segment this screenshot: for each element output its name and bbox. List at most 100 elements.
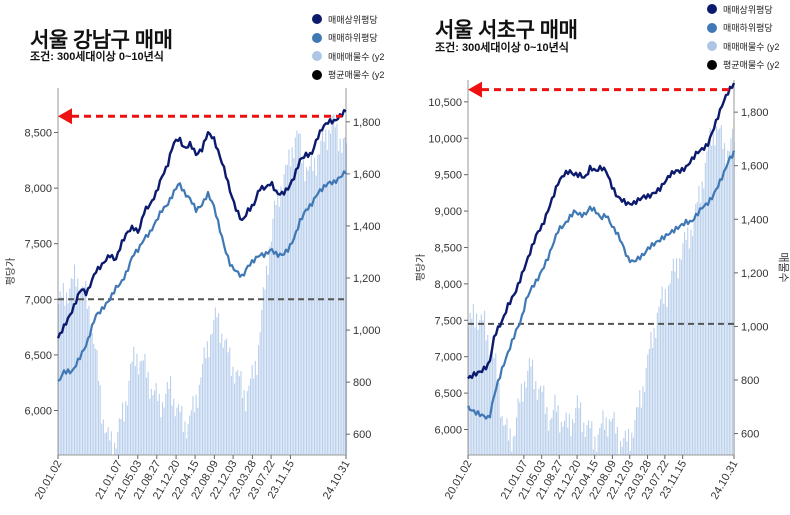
listing-count-bar bbox=[637, 407, 639, 455]
listing-count-bar bbox=[102, 419, 104, 455]
listing-count-bar bbox=[663, 303, 665, 455]
listing-count-bar bbox=[147, 371, 149, 455]
chart-panel-seocho: 서울 서초구 매매 조건: 300세대이상 0~10년식 매매상위평당 매매하위… bbox=[395, 0, 790, 515]
listing-count-bar bbox=[640, 407, 642, 455]
legend-item-average[interactable]: 평균매물수 (y2 bbox=[707, 56, 779, 75]
listing-count-bar bbox=[732, 128, 734, 455]
listing-count-bar bbox=[560, 421, 562, 455]
listing-count-bar bbox=[304, 181, 306, 456]
legend-item-upper[interactable]: 매매상위평당 bbox=[707, 0, 779, 19]
listing-count-bar bbox=[500, 417, 502, 455]
y-tick-label: 10,500 bbox=[428, 97, 462, 109]
legend-dot-icon bbox=[312, 14, 322, 25]
listing-count-bar bbox=[472, 304, 474, 455]
listing-count-bar bbox=[290, 166, 292, 455]
listing-count-bar bbox=[480, 314, 482, 455]
listing-count-bar bbox=[477, 329, 479, 455]
listing-count-bar bbox=[709, 127, 711, 456]
listing-count-bar bbox=[67, 303, 69, 455]
listing-count-bar bbox=[202, 364, 204, 455]
listing-count-bar bbox=[496, 382, 498, 455]
y2-tick-label: 1,200 bbox=[741, 268, 769, 280]
legend-dot-icon bbox=[707, 41, 717, 52]
listing-count-bar bbox=[280, 186, 282, 455]
listing-count-bar bbox=[253, 378, 255, 455]
listing-count-bar bbox=[250, 378, 252, 455]
legend-item-listings[interactable]: 매매매물수 (y2 bbox=[312, 47, 384, 66]
legend-item-listings[interactable]: 매매매물수 (y2 bbox=[707, 37, 779, 56]
listing-count-bar bbox=[125, 401, 127, 455]
listing-count-bar bbox=[551, 417, 553, 455]
listing-count-bar bbox=[512, 436, 514, 455]
listing-count-bar bbox=[189, 415, 191, 455]
listing-count-bar bbox=[527, 370, 529, 455]
listing-count-bar bbox=[568, 414, 570, 455]
listing-count-bar bbox=[628, 428, 630, 455]
listing-count-bar bbox=[136, 353, 138, 455]
listing-count-bar bbox=[644, 391, 646, 455]
listing-count-bar bbox=[647, 354, 649, 455]
y-axis-label: 평당가 bbox=[415, 254, 427, 282]
listing-count-bar bbox=[120, 419, 122, 455]
listing-count-bar bbox=[693, 216, 695, 455]
y-tick-label: 7,500 bbox=[24, 239, 52, 251]
listing-count-bar bbox=[522, 401, 524, 455]
legend-item-lower[interactable]: 매매하위평당 bbox=[707, 19, 779, 38]
listing-count-bar bbox=[567, 427, 569, 455]
chart-plot-seocho: 6,000 6,500 7,000 7,500 8,000 8,500 9,000 9,500… bbox=[415, 80, 790, 502]
listing-count-bar bbox=[503, 425, 505, 455]
lower-price-line bbox=[467, 150, 736, 420]
listing-count-bar bbox=[658, 306, 660, 455]
listing-count-bar bbox=[91, 333, 93, 455]
listing-count-bar bbox=[62, 283, 64, 455]
listing-count-bar bbox=[575, 407, 577, 455]
listing-count-bar bbox=[246, 391, 248, 455]
listing-count-bar bbox=[612, 418, 614, 455]
listing-count-bar bbox=[101, 423, 103, 455]
legend-item-upper[interactable]: 매매상위평당 bbox=[312, 10, 384, 29]
listing-count-bar bbox=[238, 376, 240, 455]
listing-count-bar bbox=[133, 346, 135, 455]
listing-count-bar bbox=[88, 305, 90, 455]
listing-count-bar bbox=[277, 189, 279, 455]
listing-count-bar bbox=[336, 123, 338, 455]
listing-count-bar bbox=[261, 309, 263, 455]
listing-count-bar bbox=[688, 248, 690, 455]
listing-count-bar bbox=[242, 398, 244, 455]
listing-count-bar bbox=[592, 449, 594, 455]
listing-count-bar bbox=[74, 264, 76, 455]
legend-item-lower[interactable]: 매매하위평당 bbox=[312, 29, 384, 48]
listing-count-bar bbox=[674, 271, 676, 455]
listing-count-bar bbox=[543, 385, 545, 455]
listing-count-bar bbox=[476, 313, 478, 455]
listing-count-bar bbox=[572, 419, 574, 455]
legend-label: 매매하위평당 bbox=[328, 33, 378, 44]
y-tick-label: 7,000 bbox=[24, 294, 52, 306]
listing-count-bar bbox=[602, 410, 604, 455]
listing-count-bar bbox=[584, 436, 586, 455]
listing-count-bar bbox=[99, 385, 101, 455]
listing-count-bar bbox=[616, 426, 618, 455]
listing-count-bar bbox=[511, 451, 513, 455]
x-tick-label: 20.01.02 bbox=[443, 459, 475, 502]
listing-count-bar bbox=[706, 151, 708, 455]
listing-count-bar bbox=[278, 206, 280, 455]
listing-count-bar bbox=[631, 432, 633, 455]
listing-count-bar bbox=[624, 430, 626, 455]
listing-count-bar bbox=[342, 138, 344, 455]
listing-count-bar bbox=[722, 149, 724, 455]
legend-item-average[interactable]: 평균매물수 (y2 bbox=[312, 66, 384, 85]
listing-count-bar bbox=[157, 401, 159, 455]
listing-count-bar bbox=[591, 421, 593, 455]
listing-count-bar bbox=[339, 138, 341, 456]
listing-count-bar bbox=[307, 170, 309, 455]
listing-count-bar bbox=[514, 435, 516, 455]
listing-count-bar bbox=[302, 159, 304, 455]
y-tick-label: 6,500 bbox=[434, 388, 462, 400]
listing-count-bar bbox=[544, 413, 546, 455]
y2-tick-label: 800 bbox=[741, 375, 759, 387]
listing-count-bar bbox=[216, 317, 218, 455]
legend-dot-icon bbox=[312, 69, 322, 80]
listing-count-bar bbox=[536, 399, 538, 455]
listing-count-bar bbox=[166, 382, 168, 455]
